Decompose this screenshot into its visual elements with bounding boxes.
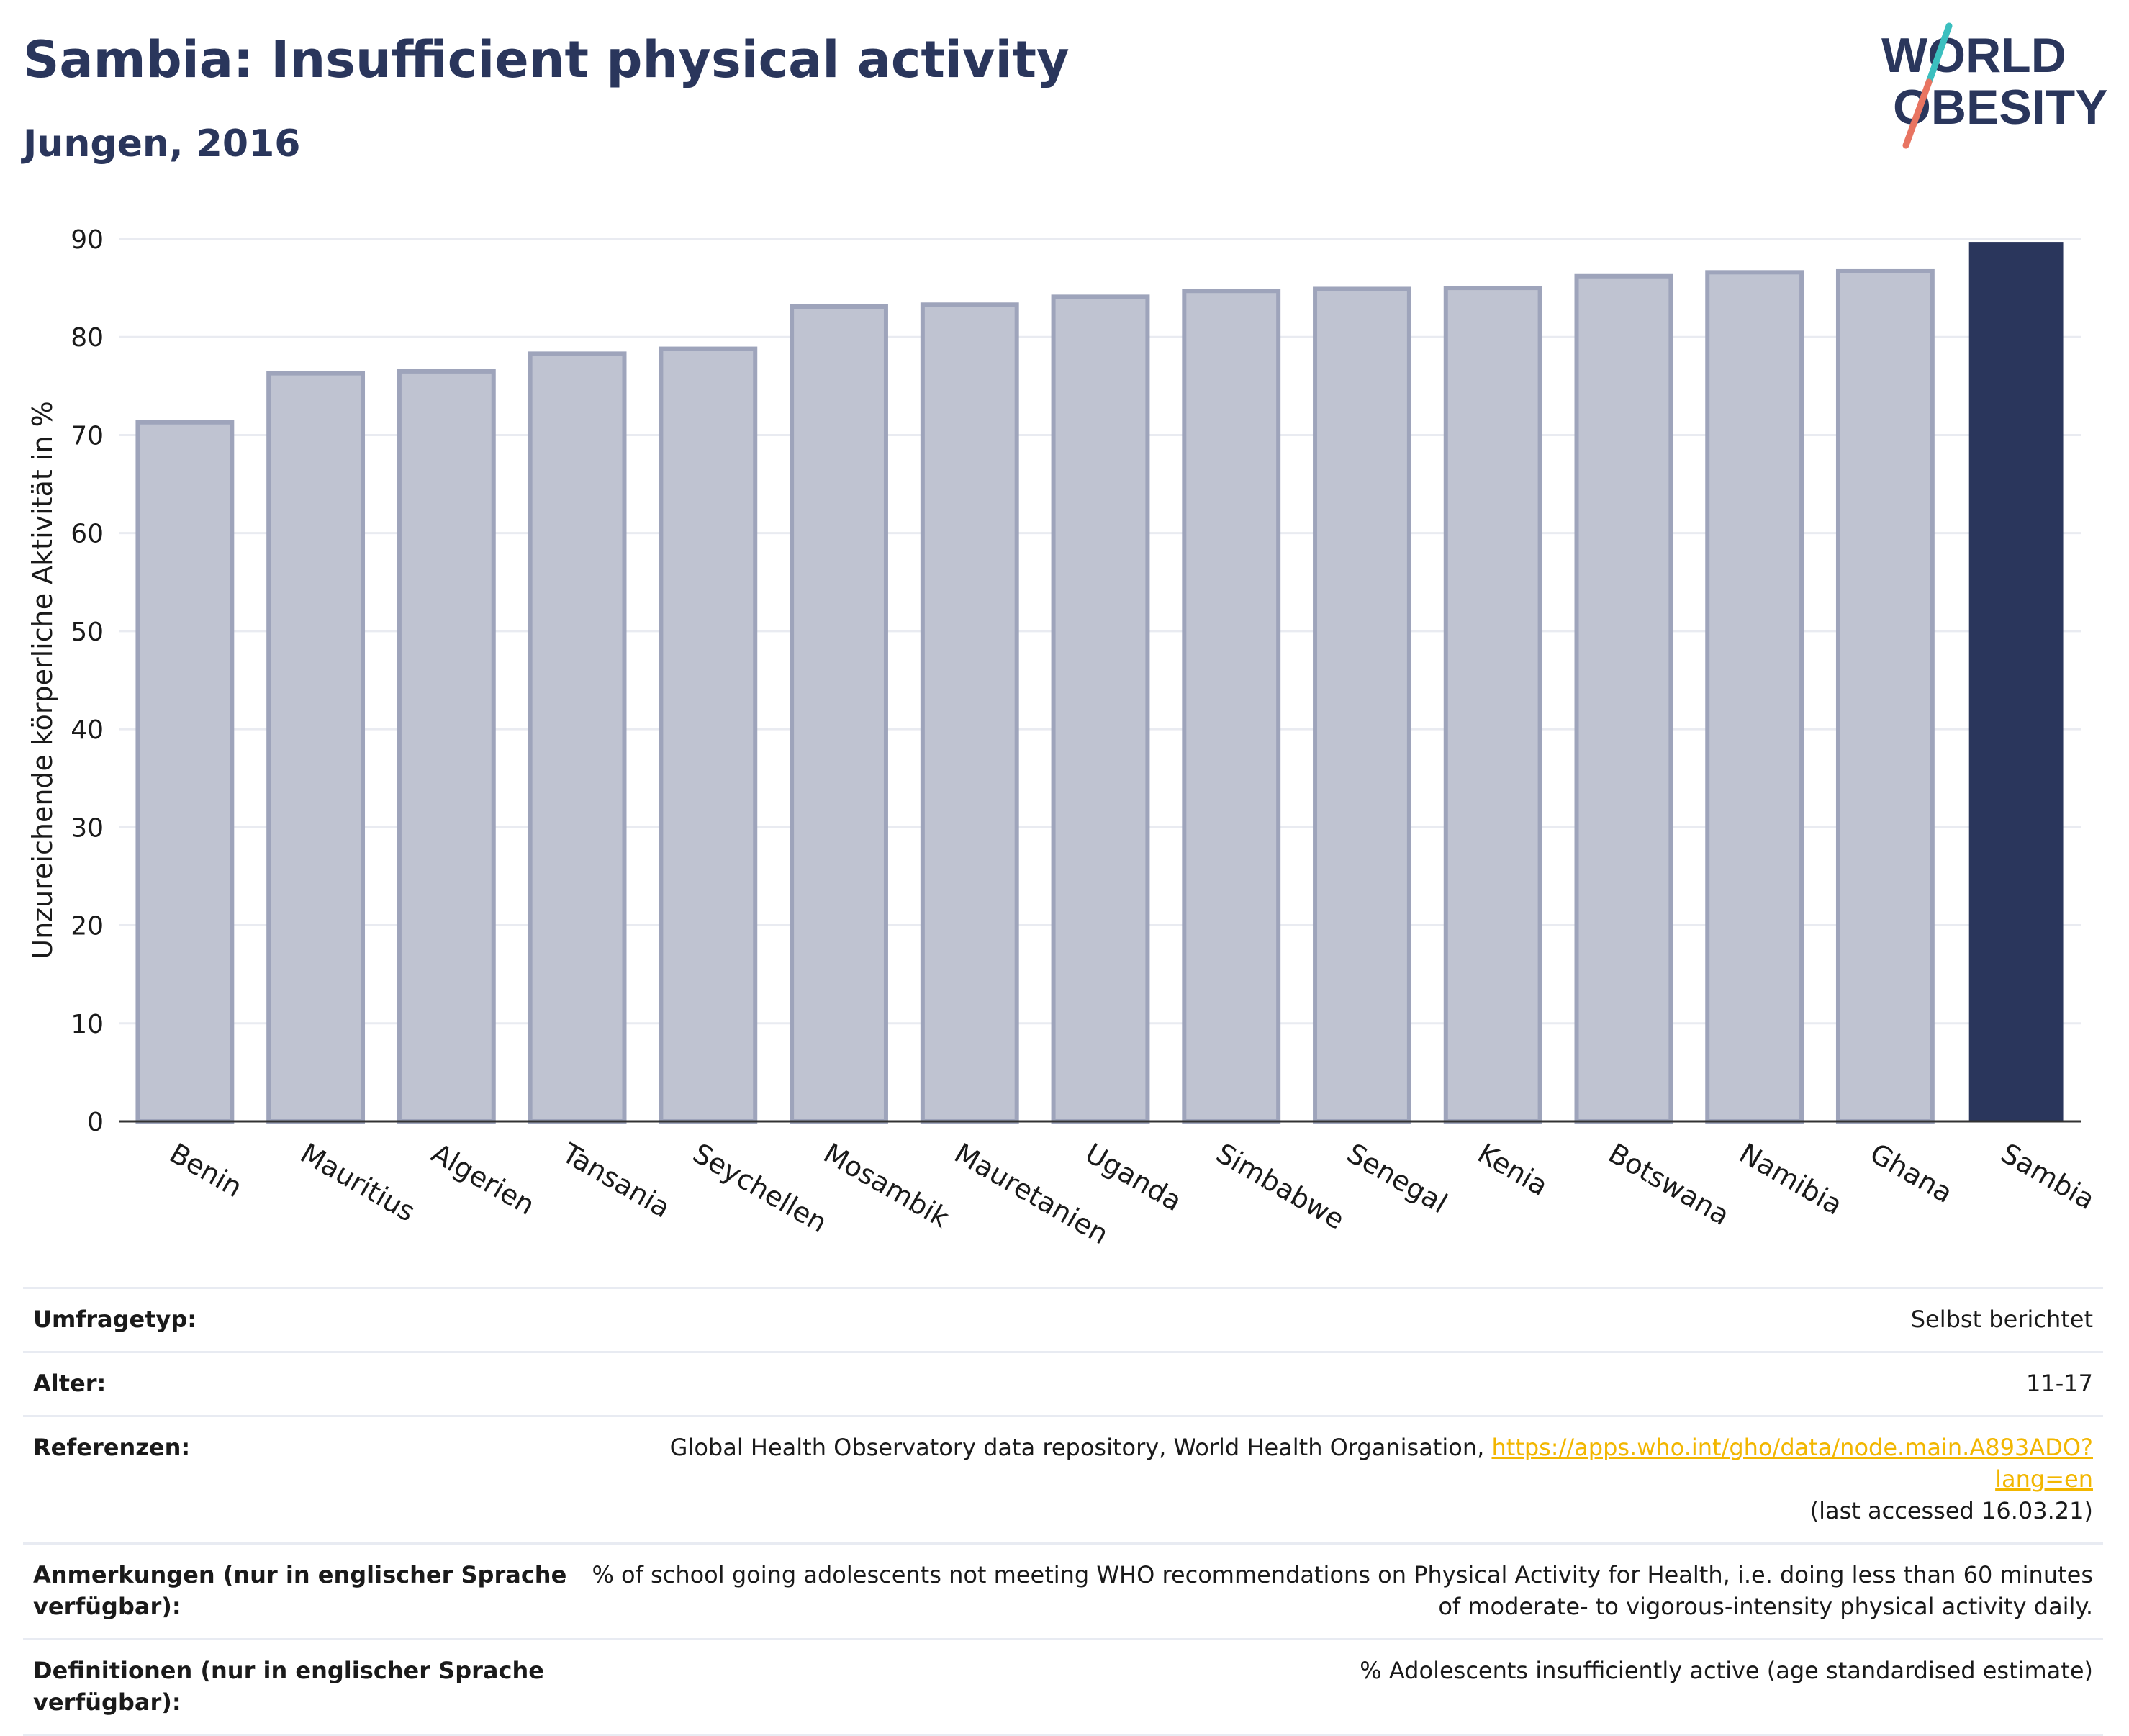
info-label: Referenzen: [23, 1415, 580, 1544]
y-tick-label: 70 [71, 421, 104, 451]
info-row-notes: Anmerkungen (nur in englischer Sprache v… [23, 1542, 2103, 1640]
bar [790, 304, 888, 1124]
y-axis-label: Unzureichende körperliche Aktivität in % [27, 401, 58, 959]
info-value: Selbst berichtet [580, 1287, 2103, 1352]
info-label: Anmerkungen (nur in englischer Sprache v… [23, 1542, 580, 1640]
x-tick-label: Simbabwe [1211, 1137, 1350, 1236]
info-table: Umfragetyp: Selbst berichtet Alter: 11-1… [23, 1287, 2103, 1736]
info-label: Alter: [23, 1351, 580, 1416]
y-tick-label: 0 [87, 1108, 104, 1137]
y-tick-label: 60 [71, 520, 104, 549]
info-row-references: Referenzen: Global Health Observatory da… [23, 1415, 2103, 1544]
bars [135, 242, 2064, 1124]
y-tick-label: 80 [71, 323, 104, 353]
x-tick-label: Ghana [1865, 1137, 1958, 1209]
x-tick-label: Botswana [1603, 1137, 1735, 1231]
info-row-survey-type: Umfragetyp: Selbst berichtet [23, 1287, 2103, 1352]
y-tick-label: 20 [71, 912, 104, 941]
x-tick-label: Tansania [556, 1136, 676, 1224]
bar [1705, 270, 1804, 1124]
bar [528, 351, 627, 1124]
logo-text-world: WORLD [1881, 28, 2066, 83]
info-label: Definitionen (nur in englischer Sprache … [23, 1638, 580, 1736]
info-row-definitions: Definitionen (nur in englischer Sprache … [23, 1638, 2103, 1736]
world-obesity-logo: WORLD OBESITY [1881, 22, 2108, 149]
x-tick-label: Sambia [1996, 1137, 2100, 1216]
x-tick-label: Kenia [1473, 1137, 1553, 1202]
logo-slash-top [1925, 22, 1953, 86]
info-value: 11-17 [580, 1351, 2103, 1416]
bar [1574, 273, 1673, 1124]
info-value: % Adolescents insufficiently active (age… [580, 1638, 2103, 1736]
y-tick-label: 10 [71, 1010, 104, 1039]
bar [135, 420, 235, 1124]
x-tick-label: Algerien [426, 1137, 541, 1221]
bar [1182, 289, 1281, 1124]
bar [1313, 286, 1411, 1124]
x-tick-label: Namibia [1734, 1137, 1848, 1221]
bar [1835, 268, 1935, 1124]
x-tick-label: Uganda [1080, 1137, 1188, 1217]
x-tick-label: Seychellen [687, 1137, 832, 1239]
chart-subtitle: Jungen, 2016 [23, 122, 301, 166]
bar [1051, 294, 1150, 1124]
reference-access-date: (last accessed 16.03.21) [1809, 1497, 2093, 1524]
y-tick-label: 30 [71, 813, 104, 843]
y-tick-label: 90 [71, 225, 104, 255]
logo-slash-bottom [1902, 78, 1933, 149]
bar [920, 302, 1019, 1124]
bar [1443, 286, 1542, 1124]
bar [1968, 242, 2064, 1121]
info-value: % of school going adolescents not meetin… [580, 1542, 2103, 1640]
reference-link[interactable]: https://apps.who.int/gho/data/node.main.… [1491, 1434, 2093, 1493]
x-tick-label: Mosambik [818, 1137, 954, 1234]
bar [266, 371, 366, 1124]
x-tick-label: Benin [164, 1137, 248, 1203]
y-tick-label: 40 [71, 715, 104, 745]
info-label: Umfragetyp: [23, 1287, 580, 1352]
x-tick-label: Senegal [1342, 1137, 1452, 1220]
chart-title: Sambia: Insufficient physical activity [23, 30, 1070, 89]
y-tick-label: 50 [71, 618, 104, 647]
reference-text: Global Health Observatory data repositor… [669, 1434, 1492, 1461]
x-tick-label: Mauritius [295, 1137, 420, 1228]
bar-chart: 0 10 20 30 40 50 60 70 80 90 Benin Mauritius Algerie… [27, 225, 2100, 1250]
info-value: Global Health Observatory data repositor… [580, 1415, 2103, 1544]
info-row-age: Alter: 11-17 [23, 1351, 2103, 1416]
bar [659, 346, 758, 1124]
bar [397, 369, 496, 1124]
